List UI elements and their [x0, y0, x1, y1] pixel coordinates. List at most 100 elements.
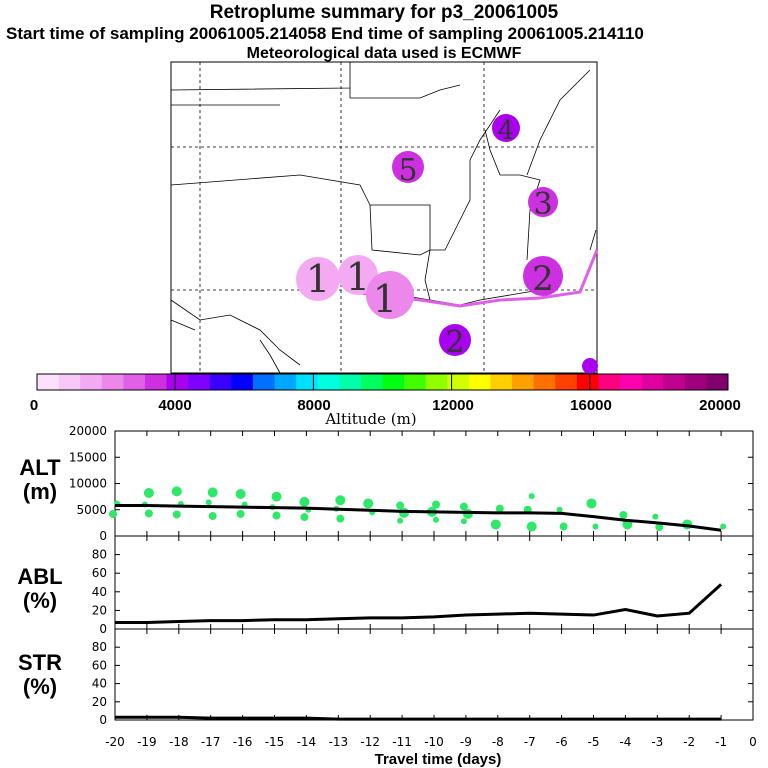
y-tick-label: 10000 — [69, 477, 107, 491]
colorbar-swatch — [144, 374, 168, 390]
scatter-point — [433, 516, 439, 523]
series-line — [115, 715, 722, 721]
marker-disc — [439, 324, 471, 356]
scatter-point — [655, 523, 664, 532]
scatter-point — [208, 512, 217, 521]
y-tick-label: 20 — [92, 695, 107, 709]
colorbar-label: Altitude (m) — [324, 410, 416, 428]
y-tick-label: 5000 — [76, 503, 107, 517]
marker-label: 2 — [532, 259, 554, 299]
colorbar-swatch — [684, 374, 707, 390]
colorbar-swatch — [252, 374, 276, 390]
colorbar-swatch — [317, 374, 340, 390]
scatter-point — [144, 509, 153, 518]
x-tick-label: -2 — [683, 735, 695, 749]
colorbar-swatch — [555, 374, 578, 390]
colorbar-frame — [36, 373, 729, 391]
str-label-bottom: (%) — [22, 674, 58, 699]
x-tick-label: -16 — [233, 735, 253, 749]
colorbar-swatch — [37, 374, 60, 390]
scatter-point — [556, 506, 563, 513]
colorbar-swatch — [296, 374, 319, 390]
colorbar-swatch — [80, 374, 103, 390]
marker-disc — [296, 257, 340, 301]
x-tick-label: -12 — [360, 735, 380, 749]
x-tick-label: -14 — [297, 735, 317, 749]
timeseries-panels: 20000 15000 10000 5000 0 80 60 40 20 0 80 60 40 20 0 -2… — [69, 424, 757, 768]
scatter-point — [459, 502, 468, 511]
colorbar — [36, 373, 729, 391]
x-tick-label: -15 — [265, 735, 285, 749]
colorbar-swatch — [641, 374, 664, 390]
chart-title: Retroplume summary for p3_20061005 — [209, 2, 559, 23]
sampling-times: Start time of sampling 20061005.214058 E… — [6, 24, 644, 43]
scatter-point — [619, 511, 628, 519]
marker-label: 4 — [498, 116, 515, 146]
y-tick-label: 60 — [92, 566, 107, 580]
colorbar-swatch — [231, 374, 254, 390]
met-data-note: Meteorological data used is ECMWF — [246, 45, 522, 62]
colorbar-tick: 4000 — [158, 397, 191, 414]
marker-label: 2 — [445, 325, 464, 360]
colorbar-swatch — [404, 374, 427, 390]
marker-label: 1 — [373, 277, 397, 321]
marker-label: 1 — [346, 255, 370, 299]
colorbar-swatch — [490, 374, 513, 390]
x-tick-label: -18 — [169, 735, 189, 749]
scatter-point — [363, 498, 374, 509]
x-tick-label: -17 — [201, 735, 221, 749]
str-panel-label: STR (%) — [12, 651, 68, 699]
colorbar-tick-labels: 0 4000 8000 12000 16000 20000 Altitude (… — [30, 397, 741, 428]
scatter-point — [171, 486, 182, 497]
scatter-point — [397, 517, 404, 524]
y-tick-label: 0 — [99, 622, 107, 636]
y-tick-label: 0 — [99, 529, 107, 543]
scatter-point — [299, 496, 310, 507]
scatter-point — [559, 522, 568, 531]
colorbar-swatch — [512, 374, 535, 390]
colorbar-swatch — [425, 374, 448, 390]
scatter-point — [272, 511, 281, 520]
colorbar-swatch — [166, 374, 189, 390]
y-tick-label: 80 — [92, 548, 107, 562]
plume-trajectory — [359, 249, 599, 308]
alt-panel-label: ALT (m) — [12, 456, 68, 504]
colorbar-tick: 20000 — [699, 397, 741, 414]
colorbar-tick: 16000 — [570, 397, 612, 414]
x-tick-label: -8 — [492, 735, 504, 749]
marker-disc — [528, 187, 558, 217]
colorbar-swatch — [188, 374, 211, 390]
scatter-point — [236, 509, 245, 518]
series-line — [115, 504, 722, 532]
panel-frame — [114, 628, 754, 721]
colorbar-tick: 0 — [30, 397, 38, 414]
y-tick-label: 20 — [92, 603, 107, 617]
colorbar-swatch — [58, 374, 81, 390]
scatter-point — [207, 487, 218, 498]
scatter-point — [586, 498, 597, 509]
abl-label-top: ABL — [17, 564, 63, 589]
y-tick-label: 40 — [92, 585, 107, 599]
marker-label: 3 — [533, 187, 552, 222]
x-tick-label: -4 — [619, 735, 631, 749]
y-tick-label: 20000 — [69, 424, 107, 438]
scatter-point — [528, 493, 535, 500]
x-tick-label: -6 — [556, 735, 568, 749]
y-tick-label: 60 — [92, 658, 107, 672]
scatter-point — [396, 501, 405, 510]
colorbar-swatch — [620, 374, 643, 390]
x-tick-label: -7 — [524, 735, 536, 749]
colorbar-swatch — [360, 374, 383, 390]
colorbar-swatch — [339, 374, 362, 390]
y-tick-label: 0 — [99, 713, 107, 727]
y-tick-label: 40 — [92, 677, 107, 691]
scatter-point — [143, 487, 154, 498]
colorbar-swatch — [447, 374, 470, 390]
x-tick-label: -19 — [137, 735, 157, 749]
scatter-point — [336, 514, 345, 523]
scatter-point — [592, 523, 599, 530]
marker-disc — [366, 271, 414, 319]
y-tick-label: 15000 — [69, 450, 107, 464]
x-axis-label: Travel time (days) — [375, 751, 502, 768]
